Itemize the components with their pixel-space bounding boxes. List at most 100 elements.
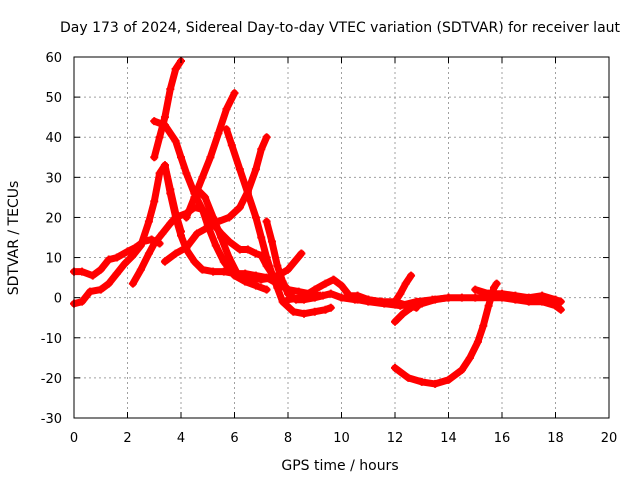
data-point: [391, 317, 399, 326]
x-tick-label: 2: [123, 431, 131, 446]
data-point: [284, 295, 292, 304]
data-point: [243, 273, 252, 282]
series-group: [70, 57, 565, 388]
data-point: [225, 253, 234, 262]
data-point: [251, 165, 260, 174]
data-point: [225, 237, 234, 246]
y-tick-label: -20: [41, 372, 62, 387]
x-tick-label: 0: [70, 431, 78, 446]
data-point: [310, 307, 319, 316]
data-point: [407, 271, 416, 280]
y-axis-label: SDTVAR / TECUs: [6, 181, 22, 296]
data-point: [444, 375, 453, 384]
data-point: [310, 293, 319, 302]
data-point: [297, 249, 306, 258]
data-point: [193, 185, 202, 194]
data-point: [511, 291, 520, 300]
data-point: [471, 293, 480, 302]
data-point: [190, 193, 199, 202]
data-point: [484, 301, 493, 310]
data-point: [225, 213, 234, 222]
data-point: [177, 153, 185, 162]
data-point: [144, 249, 153, 258]
data-point: [222, 105, 231, 114]
x-tick-label: 8: [284, 431, 292, 446]
data-point: [251, 249, 260, 258]
y-tick-label: 0: [54, 292, 62, 307]
data-point: [171, 137, 180, 146]
data-point: [171, 249, 180, 258]
data-point: [492, 279, 501, 288]
data-point: [150, 239, 159, 248]
data-point: [396, 301, 405, 310]
series-arc-14: [391, 272, 415, 306]
data-point: [104, 279, 113, 288]
data-point: [160, 161, 169, 170]
data-point: [321, 305, 330, 314]
data-point: [136, 241, 145, 250]
data-point: [498, 289, 506, 298]
data-point: [465, 353, 474, 362]
y-tick-label: 20: [45, 211, 62, 226]
data-point: [217, 233, 226, 242]
x-tick-label: 10: [333, 431, 350, 446]
data-point: [171, 213, 180, 222]
data-point: [214, 129, 223, 138]
data-point: [233, 269, 242, 278]
data-point: [150, 197, 159, 206]
data-point: [243, 189, 252, 198]
data-point: [251, 281, 260, 290]
data-point: [166, 189, 175, 198]
data-point: [484, 289, 493, 298]
data-point: [417, 377, 426, 386]
x-tick-label: 20: [601, 431, 618, 446]
data-point: [198, 173, 207, 182]
data-point: [297, 293, 306, 302]
data-point: [471, 285, 480, 294]
data-point: [257, 233, 266, 242]
data-point: [166, 85, 175, 94]
x-tick-label: 6: [230, 431, 238, 446]
data-point: [230, 89, 239, 98]
data-point: [267, 269, 276, 278]
data-point: [262, 217, 271, 226]
data-point: [326, 289, 335, 298]
data-point: [380, 299, 389, 308]
data-point: [257, 145, 266, 154]
data-point: [326, 303, 335, 312]
data-point: [112, 269, 121, 278]
data-point: [364, 297, 373, 306]
data-point: [198, 205, 207, 214]
data-point: [166, 219, 175, 228]
y-tick-label: 60: [45, 51, 62, 66]
data-point: [88, 271, 97, 280]
data-point: [193, 229, 202, 238]
data-point: [284, 265, 292, 274]
data-point: [222, 125, 231, 134]
data-point: [144, 217, 153, 226]
data-point: [524, 293, 533, 302]
data-point: [201, 193, 210, 202]
data-point: [182, 243, 191, 252]
data-point: [399, 309, 408, 318]
data-point: [262, 133, 271, 142]
data-point: [123, 247, 132, 256]
y-tick-label: 50: [45, 91, 62, 106]
x-tick-label: 16: [494, 431, 511, 446]
data-point: [396, 289, 405, 298]
data-point: [155, 169, 164, 178]
x-tick-label: 4: [177, 431, 185, 446]
y-tick-label: 40: [45, 131, 62, 146]
data-point: [104, 255, 113, 264]
data-point: [342, 293, 351, 302]
data-point: [444, 293, 453, 302]
data-point: [219, 257, 228, 266]
data-point: [278, 277, 287, 286]
x-axis-label: GPS time / hours: [281, 458, 398, 474]
data-point: [158, 229, 167, 238]
data-point: [120, 259, 129, 268]
x-tick-label: 12: [387, 431, 404, 446]
data-point: [177, 231, 185, 240]
y-tick-label: -10: [41, 332, 62, 347]
